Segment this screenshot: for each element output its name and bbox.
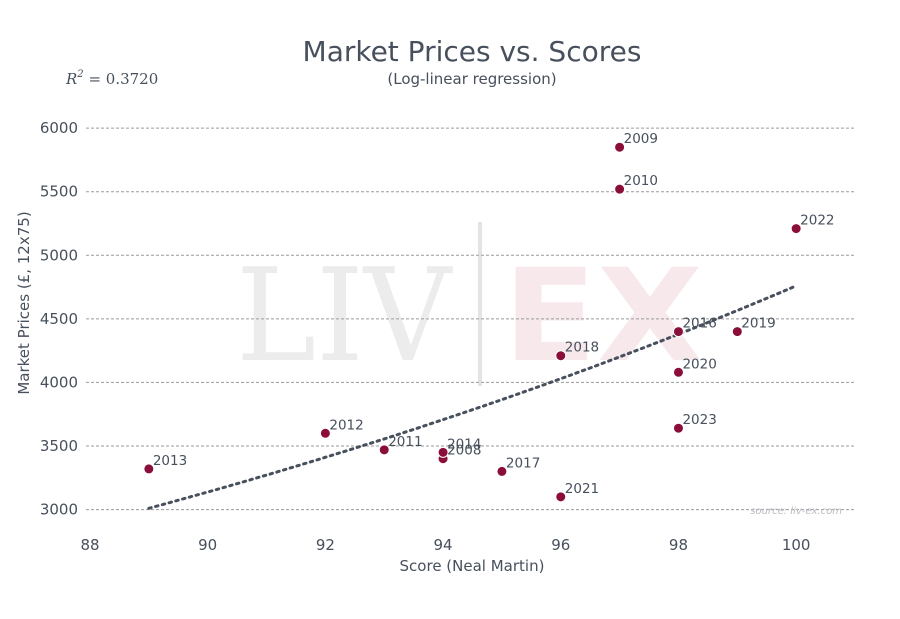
y-tick-label: 5000	[40, 246, 78, 264]
point-label-2022: 2022	[800, 213, 834, 229]
point-label-2009: 2009	[624, 131, 658, 147]
r-squared-value: = 0.3720	[84, 70, 159, 88]
y-tick-label: 3000	[40, 501, 78, 519]
point-2019	[731, 326, 743, 338]
r-squared-exponent: 2	[76, 69, 83, 80]
point-2014	[437, 446, 449, 458]
chart-title: Market Prices vs. Scores	[303, 35, 642, 68]
chart-subtitle: (Log-linear regression)	[387, 70, 556, 88]
y-axis-ticks: 3000 3500 4000 4500 5000 5500 6000	[40, 119, 78, 518]
x-tick-label: 100	[782, 536, 811, 554]
point-2009	[614, 141, 626, 153]
point-label-2010: 2010	[624, 173, 658, 189]
y-axis-label: Market Prices (£, 12x75)	[15, 211, 33, 394]
watermark-ex: EX	[503, 242, 703, 391]
x-tick-label: 90	[198, 536, 217, 554]
regression-line	[147, 284, 798, 510]
point-label-2011: 2011	[388, 434, 422, 450]
point-2023	[672, 422, 684, 434]
point-label-2023: 2023	[682, 412, 716, 428]
point-label-2018: 2018	[565, 340, 599, 356]
watermark-liv: LIV	[236, 242, 453, 391]
grid	[86, 127, 855, 511]
point-label-2020: 2020	[682, 356, 716, 372]
r-squared-annotation: R2 = 0.3720	[65, 69, 158, 88]
r-squared-symbol: R	[65, 70, 77, 88]
point-label-2021: 2021	[565, 481, 599, 497]
point-2017	[496, 465, 508, 477]
point-label-2019: 2019	[741, 316, 775, 332]
x-axis-ticks: 88 90 92 94 96 98 100	[80, 536, 810, 554]
point-label-2016: 2016	[682, 316, 716, 332]
trend-line	[147, 284, 798, 510]
point-2013	[143, 463, 155, 475]
y-tick-label: 6000	[40, 119, 78, 137]
point-2016	[672, 326, 684, 338]
point-2011	[378, 444, 390, 456]
x-axis-label: Score (Neal Martin)	[400, 557, 545, 575]
point-label-2014: 2014	[447, 436, 481, 452]
x-tick-label: 96	[551, 536, 570, 554]
y-tick-label: 5500	[40, 183, 78, 201]
point-2010	[614, 183, 626, 195]
point-2021	[555, 491, 567, 503]
source-note: source: liv-ex.com	[750, 506, 842, 517]
point-label-2013: 2013	[153, 453, 187, 469]
y-tick-label: 4500	[40, 310, 78, 328]
point-2012	[319, 427, 331, 439]
point-label-2012: 2012	[329, 417, 363, 433]
point-label-2008: 2008	[447, 443, 481, 459]
x-tick-label: 88	[80, 536, 99, 554]
point-2020	[672, 366, 684, 378]
data-points	[143, 141, 802, 503]
point-label-2017: 2017	[506, 455, 540, 471]
y-tick-label: 4000	[40, 373, 78, 391]
watermark: LIV EX	[236, 222, 703, 391]
x-tick-label: 98	[669, 536, 688, 554]
point-2022	[790, 223, 802, 235]
x-tick-label: 94	[434, 536, 453, 554]
y-tick-label: 3500	[40, 437, 78, 455]
x-tick-label: 92	[316, 536, 335, 554]
point-2018	[555, 350, 567, 362]
